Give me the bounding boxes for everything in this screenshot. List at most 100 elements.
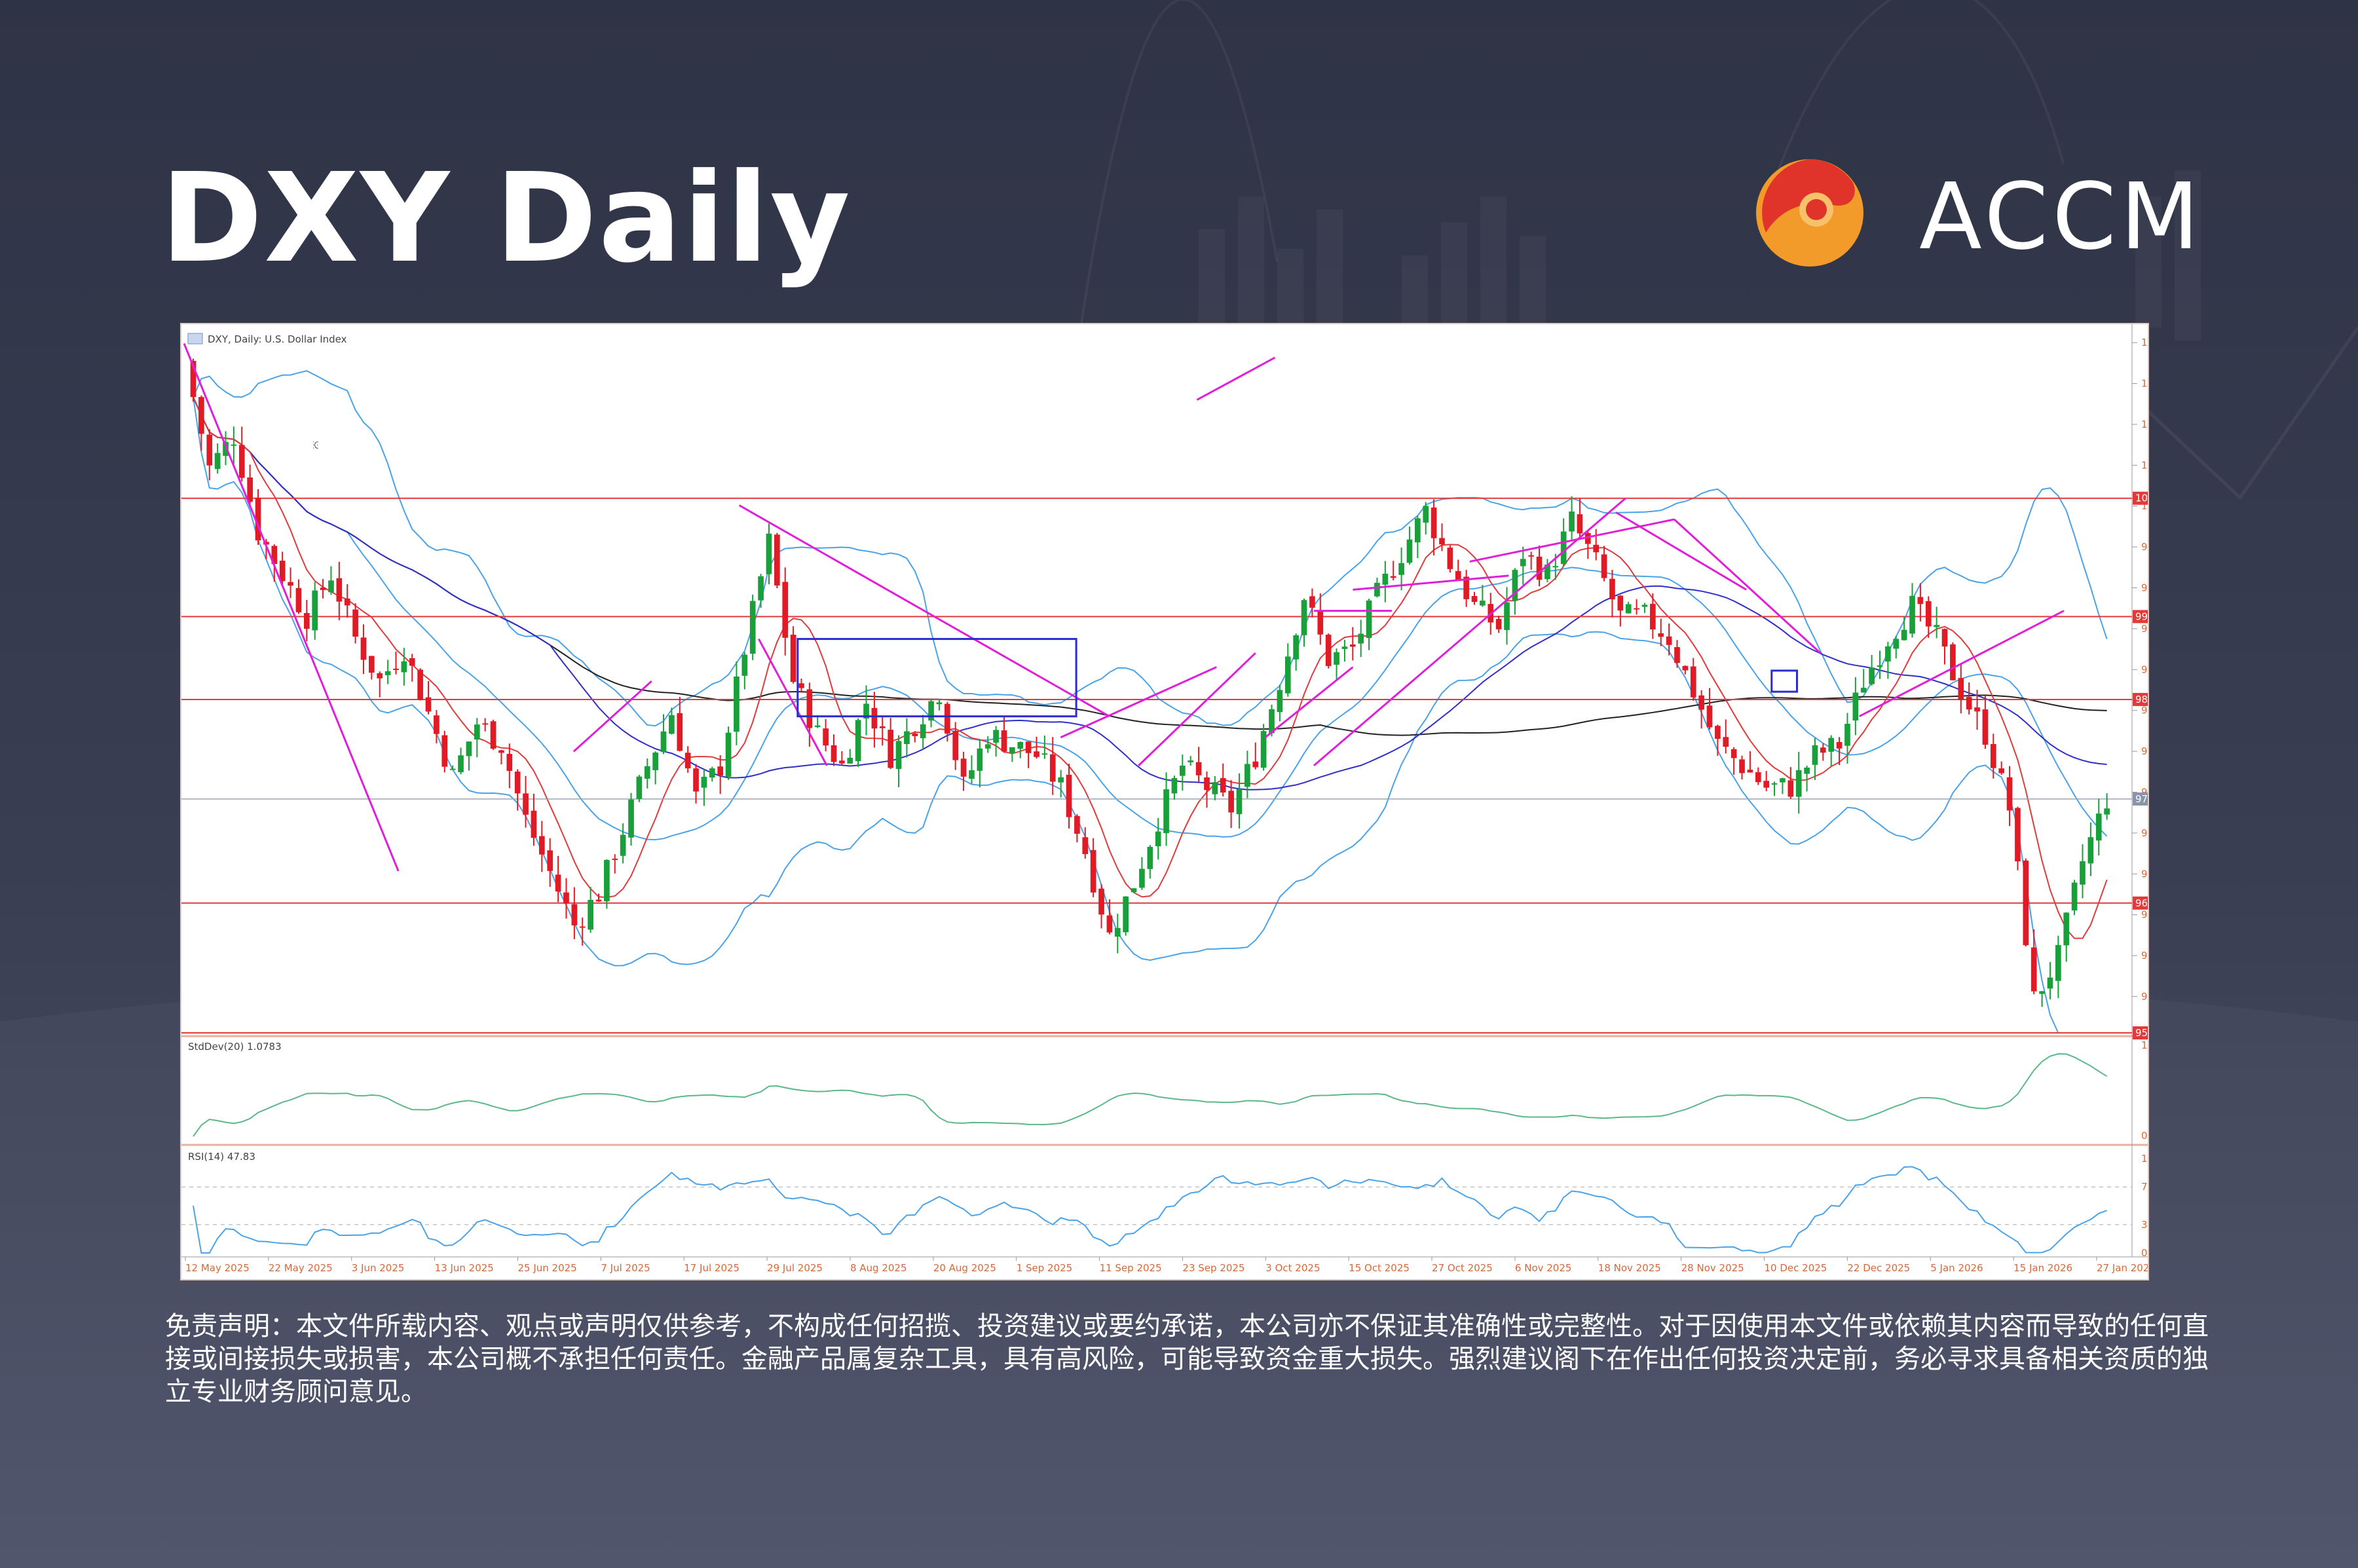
candle-body [1723,737,1729,747]
candle-body [1990,743,1996,768]
candle-body [2015,808,2021,862]
x-tick-label: 1 Sep 2025 [1017,1262,1073,1274]
candle-body [814,725,821,728]
candle-body [1415,518,1421,543]
candle-body [1147,846,1153,869]
candle-body [369,656,375,673]
y-tick-label: 97.168 [2141,827,2148,839]
x-tick-label: 3 Oct 2025 [1265,1262,1320,1274]
candle-body [1828,737,1835,752]
candle-body [1674,647,1680,663]
candle-body [1982,709,1989,745]
x-tick-label: 27 Oct 2025 [1432,1262,1493,1274]
x-tick-label: 15 Jan 2026 [2013,1262,2072,1274]
level-tag [2133,692,2148,706]
candle-body [271,546,278,565]
x-tick-label: 22 May 2025 [269,1262,333,1274]
ma-fast-line [193,396,2108,939]
y-tick-label: 98.320 [2141,705,2148,717]
rsi-tick-label: 70.00 [2141,1181,2148,1193]
candle-body [1106,915,1113,933]
candle-body [1017,741,1024,749]
y-tick-label: 100.240 [2141,500,2148,512]
candle-body [960,758,967,777]
trendline [1313,497,1626,767]
y-tick-label: 95.632 [2141,990,2148,1002]
rsi-line [193,1166,2107,1254]
candle-body [360,637,367,660]
candle-body [595,899,602,902]
rsi-tick-label: 100.00 [2141,1153,2148,1165]
chart-title: DXY, Daily: U.S. Dollar Index [208,333,347,345]
candle-body [303,612,310,629]
candle-body [1309,596,1315,608]
candle-body [1860,688,1867,693]
candle-body [604,859,610,902]
candle-body [847,757,853,764]
candle-body [871,707,878,729]
candle-body [1204,777,1210,791]
candle-body [474,724,480,740]
brand-name: ACCM [1919,164,2203,271]
candle-body [555,874,561,892]
candle-body [1731,749,1737,758]
trendline [1138,652,1256,766]
candle-body [547,850,553,871]
candle-body [977,748,983,771]
candle-body [2030,947,2037,992]
candle-body [1584,532,1591,544]
candle-body [328,580,334,593]
candle-body [1398,563,1404,575]
candle-body [620,834,626,856]
x-tick-label: 28 Nov 2025 [1681,1262,1744,1274]
candle-body [952,730,959,760]
trendline [1060,666,1217,739]
candle-body [401,661,407,673]
y-tick-label: 101.392 [2141,378,2148,390]
candle-body [709,768,715,778]
candle-body [1536,556,1543,580]
level-tag-label: 100.314 [2135,493,2148,504]
x-tick-label: 23 Sep 2025 [1182,1262,1244,1274]
candle-body [1634,608,1639,610]
bollinger-lower-line [193,397,2107,1034]
candle-body [1747,770,1753,773]
candle-body [1277,690,1283,713]
candle-body [1617,595,1624,611]
candle-body [1349,644,1356,647]
candle-body [1252,761,1259,768]
candle-body [1909,595,1915,634]
candle-body [1123,896,1129,933]
candle-body [644,766,650,779]
x-tick-label: 8 Aug 2025 [850,1262,907,1274]
level-tag-label: 98.423 [2135,694,2148,705]
candle-body [1212,782,1218,794]
candle-body [1431,507,1437,538]
candle-body [1058,777,1064,783]
candle-body [1925,601,1932,627]
stddev-tick-label: 1.1678 [2141,1039,2148,1051]
candle-body [936,702,943,705]
candle-body [944,703,950,734]
candle-body [798,683,804,688]
level-tag-label: 99.202 [2135,610,2148,622]
y-tick-label: 99.472 [2141,582,2148,594]
candle-body [1317,610,1324,635]
candle-body [1512,570,1518,601]
candle-body [1820,747,1826,753]
candle-body [758,576,764,601]
page-title: DXY Daily [160,147,852,290]
candle-body [1577,514,1583,534]
stddev-tick-label: 0.1749 [2141,1130,2148,1142]
candle-body [1593,544,1600,553]
candle-body [1374,582,1380,597]
x-tick-label: 18 Nov 2025 [1598,1262,1661,1274]
candle-body [1406,539,1413,563]
x-tick-label: 6 Nov 2025 [1515,1262,1572,1274]
candle-body [295,588,302,612]
trendline [738,504,1110,718]
x-tick-label: 13 Jun 2025 [435,1262,494,1274]
candle-body [279,561,286,582]
rsi-tick-label: 0.00 [2141,1247,2148,1259]
